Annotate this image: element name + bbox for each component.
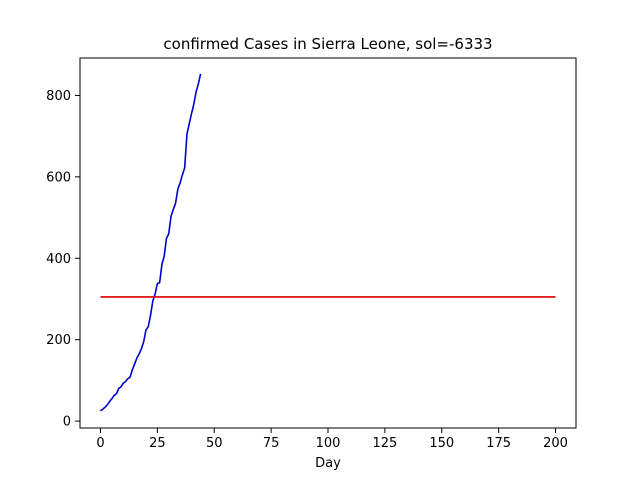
x-tick-label: 200 — [543, 436, 568, 451]
x-tick-label: 0 — [96, 436, 104, 451]
y-tick-label: 200 — [46, 333, 71, 348]
x-tick-label: 25 — [149, 436, 166, 451]
chart-title: confirmed Cases in Sierra Leone, sol=-63… — [163, 35, 492, 53]
x-tick-label: 50 — [206, 436, 223, 451]
x-axis-ticks: 0 25 50 75 100 125 150 175 200 — [96, 428, 568, 451]
y-axis-ticks: 0 200 400 600 800 — [46, 89, 80, 430]
series-layer — [100, 73, 556, 412]
y-tick-label: 600 — [46, 170, 71, 185]
x-tick-label: 100 — [316, 436, 341, 451]
x-tick-label: 150 — [429, 436, 454, 451]
x-axis-label: Day — [315, 456, 341, 471]
x-tick-label: 75 — [263, 436, 280, 451]
confirmed-cases-line — [100, 73, 202, 412]
y-tick-label: 0 — [63, 415, 71, 430]
y-tick-label: 400 — [46, 252, 71, 267]
x-tick-label: 175 — [486, 436, 511, 451]
x-tick-label: 125 — [372, 436, 397, 451]
y-tick-label: 800 — [46, 89, 71, 104]
